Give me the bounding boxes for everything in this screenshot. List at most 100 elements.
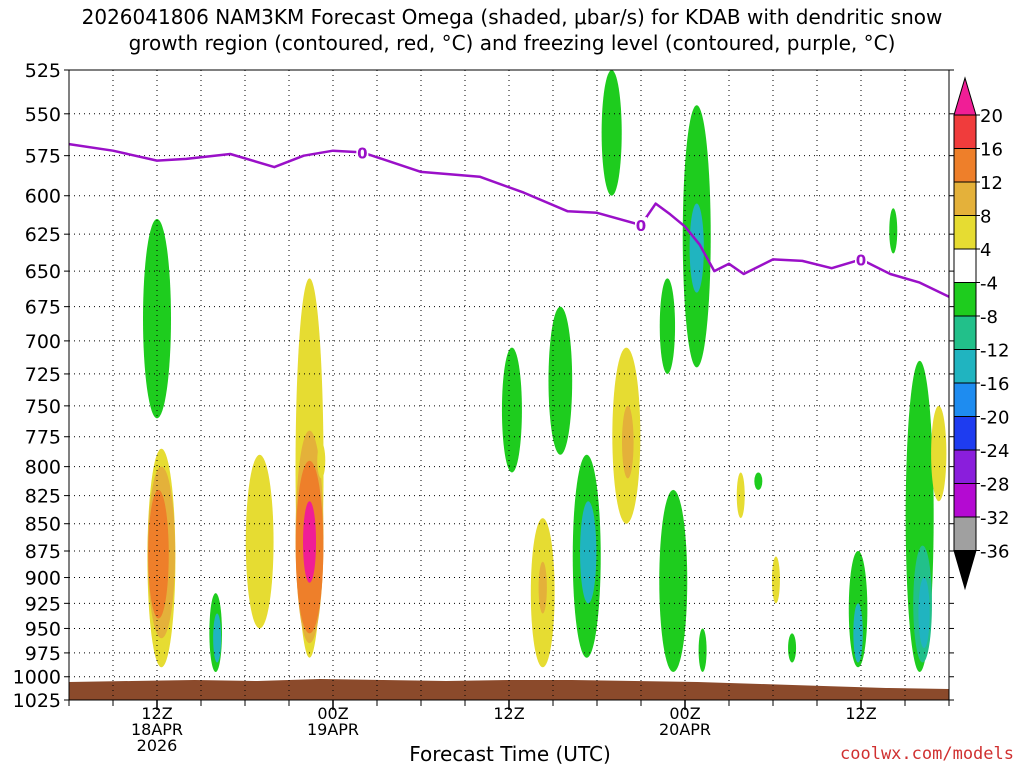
colorbar-label: 20 <box>980 106 1003 127</box>
y-tick-label: 975 <box>25 643 61 665</box>
omega-region <box>213 613 222 663</box>
colorbar-label: -8 <box>980 307 998 328</box>
contour-label: 0 <box>856 251 866 269</box>
y-tick-label: 1025 <box>13 690 61 712</box>
omega-region <box>659 278 676 374</box>
colorbar-segment <box>953 516 977 551</box>
omega-region <box>659 489 688 673</box>
chart-title-line1: 2026041806 NAM3KM Forecast Omega (shaded… <box>81 5 943 29</box>
colorbar-segment <box>953 483 977 518</box>
y-tick-label: 900 <box>25 568 61 590</box>
x-axis-label: Forecast Time (UTC) <box>409 742 611 766</box>
x-tick-label: 2026 <box>137 736 178 755</box>
colorbar-segment <box>953 349 977 384</box>
colorbar-label: 8 <box>980 207 991 228</box>
y-tick-label: 850 <box>25 514 61 536</box>
x-tick-label: 20APR <box>659 720 711 739</box>
omega-region <box>538 561 547 614</box>
x-tick-label: 12Z <box>141 704 172 723</box>
omega-region <box>548 306 573 455</box>
x-tick-label: 18APR <box>131 720 183 739</box>
y-tick-label: 700 <box>25 331 61 353</box>
gridlines <box>69 70 949 700</box>
omega-region <box>245 454 274 629</box>
colorbar-segment <box>953 382 977 417</box>
colorbar-label: -32 <box>980 508 1009 529</box>
colorbar-segment <box>953 248 977 283</box>
y-axis: 525 550 575 600 625 650 675 700 725 750 775 800 825 8… <box>13 60 954 712</box>
x-tick-label: 19APR <box>307 720 359 739</box>
colorbar-label: -24 <box>980 441 1009 462</box>
omega-region <box>143 218 171 419</box>
y-tick-label: 675 <box>25 297 61 319</box>
colorbar-label: 12 <box>980 173 1003 194</box>
y-tick-label: 725 <box>25 364 61 386</box>
contour-label: 0 <box>357 144 367 162</box>
chart-title-line2: growth region (contoured, red, °C) and f… <box>128 31 896 55</box>
colorbar-segment <box>953 148 977 183</box>
colorbar-label: -28 <box>980 475 1009 496</box>
omega-region <box>788 633 797 663</box>
freezing-level-contour: 0 0 0 <box>68 142 950 298</box>
omega-region <box>148 489 169 619</box>
y-tick-label: 625 <box>25 224 61 246</box>
y-tick-label: 550 <box>25 104 61 126</box>
colorbar-label: -16 <box>980 374 1009 395</box>
omega-region <box>622 405 634 479</box>
omega-region <box>303 501 317 583</box>
contour-label-bg <box>635 217 647 234</box>
colorbar-bottom-arrow <box>953 550 977 591</box>
omega-region <box>501 347 522 473</box>
contour-label-bg <box>855 251 867 268</box>
y-tick-label: 525 <box>25 60 61 82</box>
omega-region <box>771 556 780 604</box>
y-tick-label: 775 <box>25 427 61 449</box>
colorbar-label: 4 <box>980 240 991 261</box>
y-tick-label: 600 <box>25 186 61 208</box>
colorbar-segment <box>953 416 977 451</box>
colorbar-segment <box>953 181 977 216</box>
colorbar-segment <box>953 449 977 484</box>
y-tick-label: 1000 <box>13 667 61 689</box>
omega-region <box>889 208 898 254</box>
x-tick-label: 12Z <box>845 704 876 723</box>
omega-region <box>580 501 597 604</box>
omega-region <box>931 405 947 502</box>
y-tick-label: 950 <box>25 618 61 640</box>
colorbar-segment <box>953 215 977 250</box>
colorbar-label: 16 <box>980 140 1003 161</box>
omega-shading <box>143 70 947 673</box>
y-tick-label: 650 <box>25 261 61 283</box>
colorbar: 20 16 12 8 4 -4 -8 -12 -16 -20 -24 -28 -32 -36 <box>953 76 1009 591</box>
omega-region <box>754 472 763 490</box>
omega-region <box>698 628 707 673</box>
colorbar-segment <box>953 282 977 317</box>
colorbar-label: -12 <box>980 341 1009 362</box>
x-tick-label: 12Z <box>493 704 524 723</box>
credit-text[interactable]: coolwx.com/models <box>840 744 1014 764</box>
y-tick-label: 875 <box>25 541 61 563</box>
colorbar-top-arrow <box>953 76 977 116</box>
colorbar-segment <box>953 114 977 149</box>
y-tick-label: 800 <box>25 457 61 479</box>
x-tick-label: 00Z <box>669 704 700 723</box>
contour-label: 0 <box>636 217 646 235</box>
colorbar-label: -20 <box>980 408 1009 429</box>
y-tick-label: 750 <box>25 396 61 418</box>
omega-region <box>853 603 863 663</box>
colorbar-segment <box>953 315 977 350</box>
y-tick-label: 825 <box>25 486 61 508</box>
colorbar-label: -36 <box>980 542 1009 563</box>
omega-region <box>601 70 622 196</box>
omega-region <box>317 442 326 479</box>
colorbar-label: -4 <box>980 274 998 295</box>
omega-region <box>918 577 930 649</box>
terrain-surface <box>69 679 949 700</box>
terrain-fill <box>69 679 949 700</box>
x-tick-label: 00Z <box>317 704 348 723</box>
omega-region <box>689 203 704 293</box>
y-tick-label: 575 <box>25 146 61 168</box>
omega-region <box>736 472 745 519</box>
